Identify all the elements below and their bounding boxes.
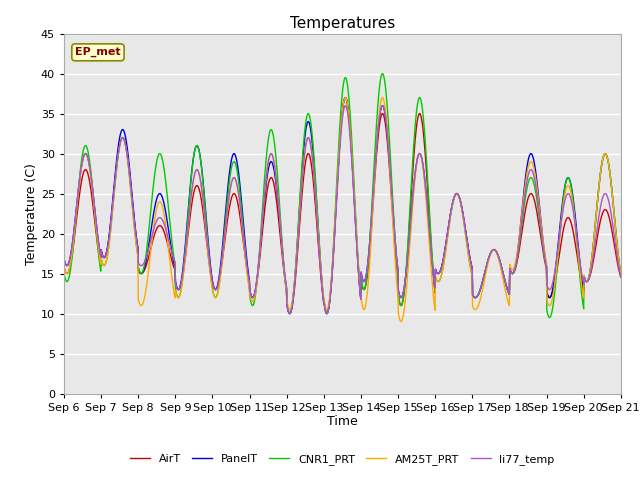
AirT [286,311,294,316]
Line: AirT: AirT [64,97,621,313]
li77_temp [318,285,326,290]
Legend: AirT, PanelT, CNR1_PRT, AM25T_PRT, li77_temp: AirT, PanelT, CNR1_PRT, AM25T_PRT, li77_… [125,450,559,469]
AM25T_PRT [60,264,68,269]
li77_temp [617,273,625,279]
AM25T_PRT [377,99,385,105]
PanelT [297,188,305,194]
AirT [617,274,625,280]
AirT [308,168,316,173]
AirT [378,112,385,118]
AM25T_PRT [126,176,134,181]
PanelT [378,104,385,109]
li77_temp [126,173,134,179]
AM25T_PRT [318,277,326,283]
CNR1_PRT [103,255,111,261]
CNR1_PRT [308,128,316,133]
li77_temp [60,256,68,262]
PanelT [308,139,316,144]
li77_temp [103,247,111,253]
li77_temp [378,105,385,110]
AirT [126,173,134,179]
AM25T_PRT [308,149,316,155]
Title: Temperatures: Temperatures [290,16,395,31]
AirT [318,287,326,293]
PanelT [126,168,134,173]
Y-axis label: Temperature (C): Temperature (C) [25,163,38,264]
AirT [60,264,68,270]
AirT [297,209,305,215]
li77_temp [297,199,305,204]
PanelT [318,282,326,288]
Text: EP_met: EP_met [75,47,121,58]
AM25T_PRT [103,255,111,261]
PanelT [286,311,294,316]
PanelT [341,95,349,100]
X-axis label: Time: Time [327,415,358,429]
AirT [103,247,111,253]
PanelT [617,271,625,276]
Line: PanelT: PanelT [64,97,621,313]
li77_temp [286,311,294,316]
CNR1_PRT [377,75,385,81]
CNR1_PRT [60,270,68,276]
CNR1_PRT [378,71,386,76]
AM25T_PRT [617,271,625,276]
AM25T_PRT [397,319,404,324]
Line: CNR1_PRT: CNR1_PRT [64,73,621,318]
AirT [341,95,349,100]
AM25T_PRT [296,203,304,208]
CNR1_PRT [318,276,326,282]
CNR1_PRT [296,190,304,195]
li77_temp [378,103,386,108]
CNR1_PRT [617,271,625,276]
CNR1_PRT [126,176,134,181]
AM25T_PRT [378,95,386,100]
Line: AM25T_PRT: AM25T_PRT [64,97,621,322]
PanelT [60,256,68,262]
PanelT [103,247,111,252]
Line: li77_temp: li77_temp [64,106,621,313]
CNR1_PRT [546,315,554,321]
li77_temp [308,153,316,159]
